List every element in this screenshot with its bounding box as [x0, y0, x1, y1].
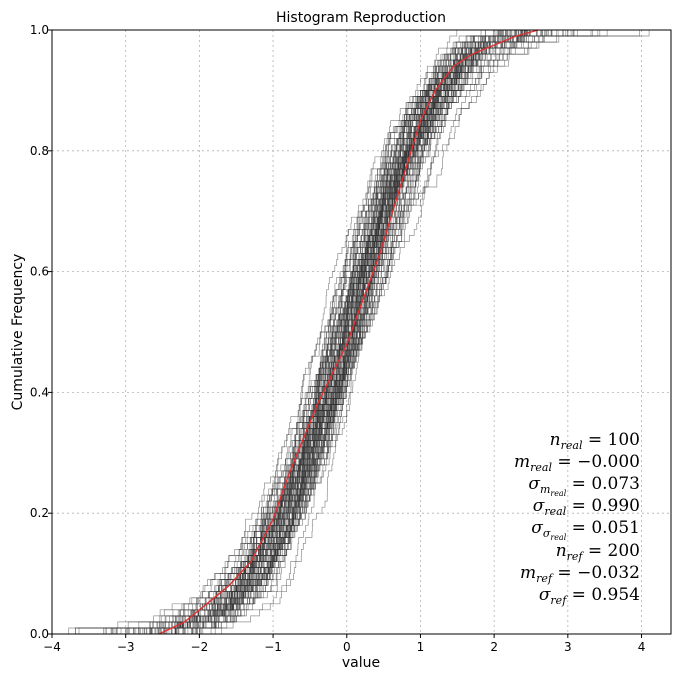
- y-tick-label: 1.0: [30, 23, 49, 37]
- stat-m-real: mreal = −0.000: [514, 452, 640, 474]
- realization-cdf-line: [110, 29, 642, 634]
- y-tick-label: 0.6: [30, 265, 49, 279]
- x-tick-label: −3: [117, 640, 135, 654]
- x-tick-label: 2: [490, 640, 498, 654]
- y-tick-label: 0.0: [30, 627, 49, 641]
- plot-frame: [51, 29, 672, 635]
- stat-sigma-real: σreal = 0.990: [533, 496, 640, 518]
- stat-n-ref: nref = 200: [556, 541, 640, 563]
- reference-cdf-line: [158, 29, 539, 635]
- y-tick-label: 0.4: [30, 385, 49, 399]
- x-tick-label: 3: [564, 640, 572, 654]
- realization-cdf-line: [150, 29, 642, 634]
- x-tick-label: −1: [264, 640, 282, 654]
- chart-title: Histogram Reproduction: [276, 10, 446, 26]
- realization-lines: [68, 29, 650, 634]
- stat-m-ref: mref = −0.032: [520, 563, 640, 585]
- realization-cdf-line: [196, 29, 642, 634]
- stat-sigma-sigma-real: σσreal = 0.051: [531, 518, 640, 542]
- stats-annotation: nreal = 100 mreal = −0.000 σmreal = 0.07…: [514, 430, 640, 607]
- stat-sigma-m-real: σmreal = 0.073: [528, 474, 640, 498]
- y-tick-label: 0.8: [30, 144, 49, 158]
- x-tick-label: −2: [191, 640, 209, 654]
- y-axis-label: Cumulative Frequency: [10, 254, 26, 411]
- realization-cdf-line: [150, 29, 642, 634]
- stat-n-real: nreal = 100: [550, 430, 640, 452]
- y-tick-label: 0.2: [30, 506, 49, 520]
- x-tick-label: 1: [417, 640, 425, 654]
- y-axis: 0.0 0.2 0.4 0.6 0.8 1.0: [30, 23, 52, 641]
- realization-cdf-line: [202, 29, 642, 634]
- x-tick-label: −4: [43, 640, 61, 654]
- x-tick-label: 4: [638, 640, 646, 654]
- x-axis-label: value: [342, 655, 380, 671]
- realization-cdf-line: [184, 29, 642, 634]
- x-axis: −4 −3 −2 −1 0 1 2 3 4: [43, 634, 645, 654]
- x-tick-label: 0: [343, 640, 351, 654]
- stat-sigma-ref: σref = 0.954: [539, 585, 640, 607]
